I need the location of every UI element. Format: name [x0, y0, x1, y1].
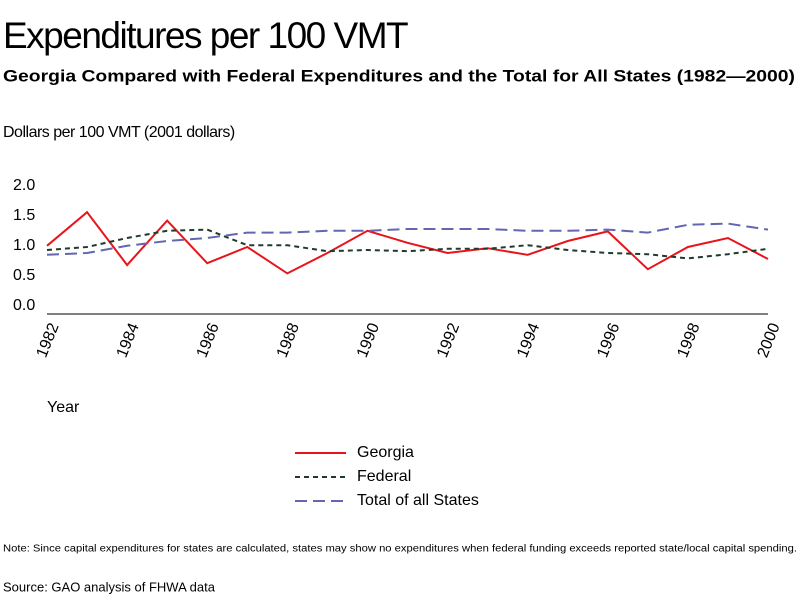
x-tick-label: 1996	[594, 321, 623, 360]
y-axis-label: Dollars per 100 VMT (2001 dollars)	[3, 124, 235, 141]
x-tick-label: 1986	[194, 321, 223, 360]
y-tick-label: 2.0	[13, 177, 35, 194]
note: Note: Since capital expenditures for sta…	[3, 544, 797, 555]
x-tick-label: 1990	[354, 321, 383, 360]
x-tick-label: 2000	[755, 321, 784, 360]
x-tick-label: 1992	[434, 321, 463, 360]
chart-title: Expenditures per 100 VMT	[3, 15, 408, 56]
series-line	[46, 228, 769, 260]
x-axis-label: Year	[47, 399, 80, 416]
y-tick-label: 1.5	[13, 207, 35, 224]
y-tick-label: 0.5	[13, 267, 35, 284]
legend-label: Total of all States	[357, 492, 479, 509]
legend-label: Georgia	[357, 444, 414, 461]
x-tick-label: 1988	[274, 321, 303, 360]
x-tick-label: 1998	[674, 321, 703, 360]
series-line	[46, 222, 769, 256]
x-tick-label: 1994	[514, 321, 543, 360]
source: Source: GAO analysis of FHWA data	[3, 579, 216, 594]
chart-subtitle: Georgia Compared with Federal Expenditur…	[3, 66, 795, 85]
y-tick-label: 1.0	[13, 237, 35, 254]
y-tick-label: 0.0	[13, 297, 35, 314]
x-tick-label: 1982	[34, 321, 63, 360]
series-line	[46, 210, 769, 275]
legend-label: Federal	[357, 468, 411, 485]
x-tick-label: 1984	[114, 321, 143, 360]
